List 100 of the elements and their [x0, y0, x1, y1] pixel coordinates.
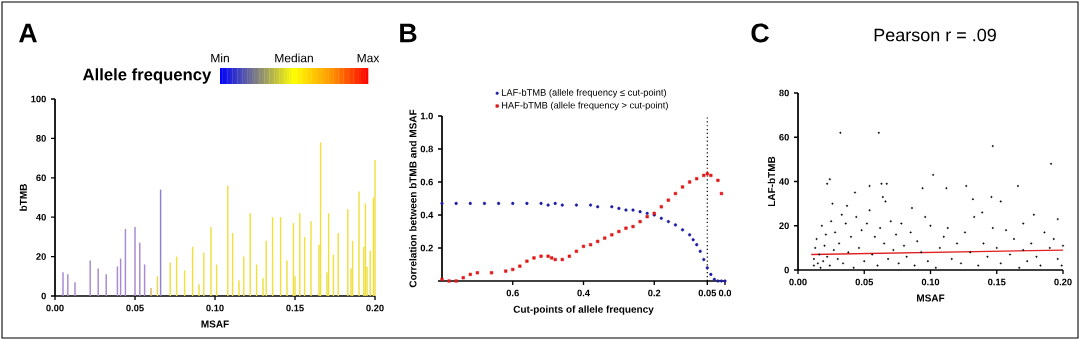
point — [546, 203, 550, 207]
point — [719, 191, 724, 196]
chart-title: Pearson r = .09 — [874, 28, 996, 42]
point — [596, 205, 600, 209]
y-tick-label: 40 — [36, 213, 46, 221]
point — [638, 220, 642, 224]
x-tick-label: 0.20 — [366, 304, 384, 312]
x-tick-label: 0.00 — [789, 278, 807, 286]
x-tick-label: 0.20 — [1054, 278, 1072, 286]
y-tick-label: 0 — [41, 292, 46, 300]
y-tick-label: 20 — [36, 253, 46, 260]
x-tick-label: 0.05 — [126, 304, 144, 312]
point — [691, 238, 695, 242]
text: A — [19, 23, 37, 43]
point — [631, 224, 635, 229]
point — [588, 243, 593, 247]
point — [645, 215, 649, 219]
x-tick-label: 0.10 — [206, 304, 224, 312]
point — [567, 254, 571, 258]
point — [666, 198, 670, 202]
y-tick-label: 1.0 — [420, 112, 433, 120]
color-bar-label: Median — [275, 53, 313, 63]
text: C — [751, 23, 769, 43]
point — [617, 229, 621, 234]
x-axis-title: MSAF — [201, 320, 229, 328]
point — [645, 211, 649, 215]
text: B — [400, 23, 417, 43]
point — [468, 201, 472, 206]
point — [454, 279, 458, 283]
y-axis-title: bTMB — [19, 184, 27, 211]
point — [461, 276, 465, 280]
x-tick-label: 0.00 — [46, 304, 64, 312]
point — [447, 279, 451, 283]
point — [709, 173, 713, 178]
x-axis-title: MSAF — [917, 294, 945, 302]
point — [497, 201, 501, 206]
y-tick-label: 60 — [36, 174, 46, 182]
point — [560, 203, 564, 207]
point — [550, 256, 554, 260]
point — [688, 233, 692, 237]
point — [454, 201, 458, 206]
y-axis-title: LAF-bTMB — [767, 156, 776, 207]
legend-label: LAF-bTMB (allele frequency ≤ cut-point) — [501, 88, 666, 98]
point — [709, 272, 713, 277]
color-bar-title: Allele frequency — [82, 68, 212, 84]
x-tick-label: 0.4 — [577, 289, 590, 297]
point — [610, 233, 614, 237]
point — [532, 256, 536, 260]
point — [659, 205, 663, 209]
point — [504, 269, 508, 273]
point — [695, 243, 699, 247]
y-tick-label: 0.4 — [420, 211, 434, 219]
point — [673, 223, 678, 227]
point — [698, 249, 702, 253]
point — [581, 244, 586, 248]
point — [631, 208, 635, 212]
point — [716, 279, 720, 283]
y-tick-label: 0 — [784, 266, 789, 274]
x-axis-title: Cut-points of allele frequency — [513, 305, 654, 315]
point — [705, 266, 709, 270]
legend-label: HAF-bTMB (allele frequency > cut-point) — [501, 101, 668, 111]
point — [680, 228, 685, 232]
x-tick-label: 0.05 — [698, 289, 717, 297]
point — [511, 267, 515, 272]
y-tick-label: 80 — [36, 135, 46, 142]
x-tick-label: 0.0 — [718, 289, 732, 297]
point — [638, 210, 642, 214]
point — [539, 254, 543, 258]
x-tick-label: 0.10 — [921, 278, 940, 286]
point — [525, 259, 529, 263]
point — [574, 249, 579, 253]
point — [712, 277, 716, 281]
point — [546, 254, 550, 258]
point — [702, 257, 706, 262]
x-tick-label: 0.15 — [286, 304, 304, 312]
point — [610, 205, 614, 209]
point — [723, 279, 727, 283]
color-bar-label: Min — [211, 53, 229, 63]
x-tick-label: 0.15 — [988, 278, 1006, 286]
point — [553, 201, 557, 206]
point — [716, 178, 720, 182]
y-tick-label: 60 — [779, 133, 789, 141]
y-axis-title: Correlation between bTMB and MSAF — [409, 109, 417, 288]
point — [603, 236, 607, 240]
point — [596, 239, 600, 244]
point — [440, 277, 444, 281]
point — [688, 180, 692, 184]
point — [617, 206, 621, 210]
point — [624, 226, 628, 230]
point — [560, 257, 564, 262]
y-tick-label: 0.8 — [420, 145, 433, 153]
point — [695, 177, 699, 181]
y-tick-label: 40 — [779, 178, 789, 185]
y-tick-label: 100 — [31, 95, 46, 103]
point — [482, 201, 487, 206]
point — [511, 201, 515, 206]
point — [666, 220, 670, 224]
point — [624, 208, 628, 212]
point — [468, 272, 472, 277]
x-tick-label: 0.05 — [855, 278, 874, 286]
